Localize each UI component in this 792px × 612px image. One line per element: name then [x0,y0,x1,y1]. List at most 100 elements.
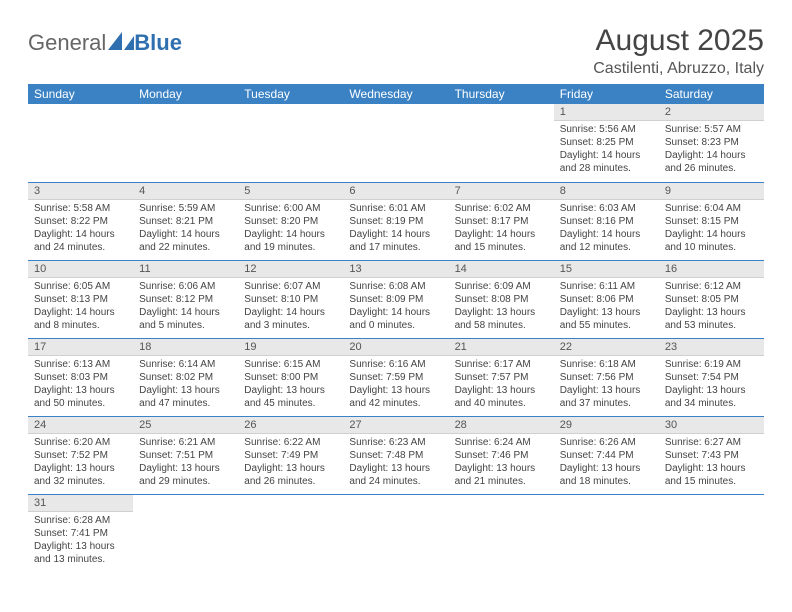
day-day1: Daylight: 13 hours [139,462,232,475]
calendar-cell: 16Sunrise: 6:12 AMSunset: 8:05 PMDayligh… [659,260,764,338]
day-number: 24 [28,417,133,434]
day-sunset: Sunset: 8:13 PM [34,293,127,306]
day-sunset: Sunset: 8:22 PM [34,215,127,228]
day-body: Sunrise: 6:22 AMSunset: 7:49 PMDaylight:… [238,434,343,492]
calendar-cell: 15Sunrise: 6:11 AMSunset: 8:06 PMDayligh… [554,260,659,338]
calendar-cell: 18Sunrise: 6:14 AMSunset: 8:02 PMDayligh… [133,338,238,416]
day-day2: and 19 minutes. [244,241,337,254]
weekday-header: Wednesday [343,84,448,104]
day-day1: Daylight: 13 hours [665,462,758,475]
sail-icon [108,32,134,50]
calendar-row: 10Sunrise: 6:05 AMSunset: 8:13 PMDayligh… [28,260,764,338]
day-body: Sunrise: 6:14 AMSunset: 8:02 PMDaylight:… [133,356,238,414]
day-number: 31 [28,495,133,512]
day-number: 27 [343,417,448,434]
day-sunrise: Sunrise: 6:15 AM [244,358,337,371]
calendar-cell-empty [449,104,554,182]
day-number: 5 [238,183,343,200]
day-day1: Daylight: 13 hours [665,384,758,397]
day-number: 15 [554,261,659,278]
day-sunrise: Sunrise: 6:02 AM [455,202,548,215]
day-sunset: Sunset: 7:41 PM [34,527,127,540]
weekday-header: Saturday [659,84,764,104]
day-day2: and 17 minutes. [349,241,442,254]
day-number: 28 [449,417,554,434]
day-sunset: Sunset: 8:05 PM [665,293,758,306]
calendar-cell: 3 Sunrise: 5:58 AMSunset: 8:22 PMDaylight… [28,182,133,260]
day-body: Sunrise: 5:57 AMSunset: 8:23 PMDaylight:… [659,121,764,179]
day-sunset: Sunset: 8:17 PM [455,215,548,228]
day-day2: and 53 minutes. [665,319,758,332]
day-day2: and 29 minutes. [139,475,232,488]
calendar-cell-empty [554,494,659,572]
day-sunset: Sunset: 7:56 PM [560,371,653,384]
calendar-cell: 23Sunrise: 6:19 AMSunset: 7:54 PMDayligh… [659,338,764,416]
day-day2: and 15 minutes. [665,475,758,488]
day-day1: Daylight: 14 hours [34,228,127,241]
day-sunrise: Sunrise: 6:11 AM [560,280,653,293]
day-sunrise: Sunrise: 6:20 AM [34,436,127,449]
calendar-body: 1Sunrise: 5:56 AMSunset: 8:25 PMDaylight… [28,104,764,572]
day-number: 3 [28,183,133,200]
day-body: Sunrise: 6:04 AMSunset: 8:15 PMDaylight:… [659,200,764,258]
day-body: Sunrise: 6:13 AMSunset: 8:03 PMDaylight:… [28,356,133,414]
day-sunset: Sunset: 8:16 PM [560,215,653,228]
day-number: 6 [343,183,448,200]
day-day1: Daylight: 13 hours [560,306,653,319]
day-body: Sunrise: 6:03 AMSunset: 8:16 PMDaylight:… [554,200,659,258]
day-sunrise: Sunrise: 6:12 AM [665,280,758,293]
day-sunrise: Sunrise: 6:24 AM [455,436,548,449]
day-day1: Daylight: 13 hours [349,462,442,475]
day-sunrise: Sunrise: 5:58 AM [34,202,127,215]
title-block: August 2025 Castilenti, Abruzzo, Italy [593,24,764,78]
calendar-cell: 6Sunrise: 6:01 AMSunset: 8:19 PMDaylight… [343,182,448,260]
calendar-row: 24Sunrise: 6:20 AMSunset: 7:52 PMDayligh… [28,416,764,494]
calendar-cell: 14Sunrise: 6:09 AMSunset: 8:08 PMDayligh… [449,260,554,338]
day-number: 11 [133,261,238,278]
day-sunset: Sunset: 8:21 PM [139,215,232,228]
day-sunset: Sunset: 8:00 PM [244,371,337,384]
day-day2: and 55 minutes. [560,319,653,332]
day-day1: Daylight: 13 hours [244,462,337,475]
day-body: Sunrise: 6:17 AMSunset: 7:57 PMDaylight:… [449,356,554,414]
day-sunrise: Sunrise: 6:21 AM [139,436,232,449]
calendar-cell: 25Sunrise: 6:21 AMSunset: 7:51 PMDayligh… [133,416,238,494]
day-number: 4 [133,183,238,200]
day-body: Sunrise: 6:15 AMSunset: 8:00 PMDaylight:… [238,356,343,414]
day-number: 19 [238,339,343,356]
day-sunrise: Sunrise: 5:59 AM [139,202,232,215]
day-day1: Daylight: 13 hours [349,384,442,397]
day-day2: and 13 minutes. [34,553,127,566]
calendar-cell-empty [133,494,238,572]
day-body: Sunrise: 6:08 AMSunset: 8:09 PMDaylight:… [343,278,448,336]
day-day1: Daylight: 14 hours [349,306,442,319]
calendar-cell-empty [28,104,133,182]
calendar-cell: 4Sunrise: 5:59 AMSunset: 8:21 PMDaylight… [133,182,238,260]
day-sunrise: Sunrise: 6:06 AM [139,280,232,293]
day-number: 26 [238,417,343,434]
day-sunrise: Sunrise: 6:09 AM [455,280,548,293]
day-body: Sunrise: 6:26 AMSunset: 7:44 PMDaylight:… [554,434,659,492]
calendar-cell: 22Sunrise: 6:18 AMSunset: 7:56 PMDayligh… [554,338,659,416]
calendar-cell: 28Sunrise: 6:24 AMSunset: 7:46 PMDayligh… [449,416,554,494]
day-day1: Daylight: 13 hours [34,540,127,553]
day-day2: and 24 minutes. [34,241,127,254]
day-day2: and 50 minutes. [34,397,127,410]
day-day1: Daylight: 13 hours [560,462,653,475]
calendar-cell: 17Sunrise: 6:13 AMSunset: 8:03 PMDayligh… [28,338,133,416]
day-sunrise: Sunrise: 6:14 AM [139,358,232,371]
day-sunset: Sunset: 8:15 PM [665,215,758,228]
day-body: Sunrise: 6:28 AMSunset: 7:41 PMDaylight:… [28,512,133,570]
day-day1: Daylight: 13 hours [455,384,548,397]
day-day1: Daylight: 14 hours [665,149,758,162]
day-day1: Daylight: 14 hours [139,306,232,319]
weekday-header-row: SundayMondayTuesdayWednesdayThursdayFrid… [28,84,764,104]
day-day1: Daylight: 13 hours [139,384,232,397]
day-sunset: Sunset: 8:20 PM [244,215,337,228]
day-sunrise: Sunrise: 6:19 AM [665,358,758,371]
calendar-cell: 21Sunrise: 6:17 AMSunset: 7:57 PMDayligh… [449,338,554,416]
weekday-header: Thursday [449,84,554,104]
calendar-cell: 12Sunrise: 6:07 AMSunset: 8:10 PMDayligh… [238,260,343,338]
day-day2: and 26 minutes. [244,475,337,488]
day-sunrise: Sunrise: 6:01 AM [349,202,442,215]
